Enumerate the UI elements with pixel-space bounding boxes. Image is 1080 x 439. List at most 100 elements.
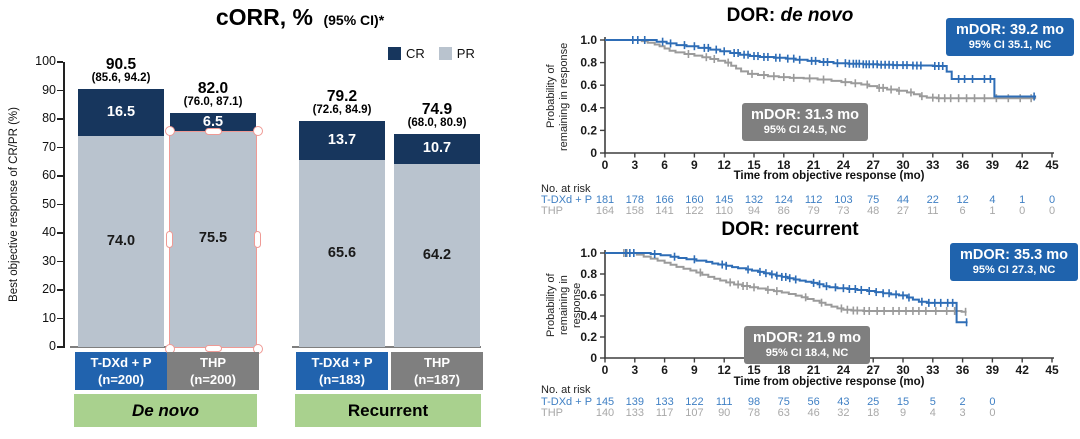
selection-handle[interactable] <box>252 126 263 137</box>
bar-y-tick-label: 70 <box>42 139 56 154</box>
bar-total-label: 90.5 <box>105 56 137 74</box>
km-y-tick-label: 0.6 <box>580 78 597 92</box>
risk-value: 11 <box>927 205 939 217</box>
risk-value: 3 <box>959 407 966 419</box>
km-x-tick-label: 21 <box>807 158 821 172</box>
km-x-tick-label: 12 <box>718 363 732 377</box>
km-y-tick-label: 0.4 <box>580 101 597 115</box>
bar-arm-box: T-DXd + P (n=200) <box>75 352 167 390</box>
bar-pr-segment <box>78 136 164 347</box>
bar-arm-n: (n=187) <box>414 372 460 387</box>
risk-value: 158 <box>625 205 644 217</box>
risk-value: 139 <box>625 396 644 408</box>
risk-value: 103 <box>834 194 853 206</box>
selection-handle[interactable] <box>254 231 261 249</box>
legend-cr-label: CR <box>406 46 425 61</box>
bar-y-tick <box>57 175 63 177</box>
km-y-tick-label: 1.0 <box>580 33 597 47</box>
km-x-tick-label: 15 <box>747 363 761 377</box>
mdor-denovo-tdxd-ci: 95% CI 35.1, NC <box>968 39 1052 51</box>
km-denovo-risk-row-tdxd-label: T-DXd + P <box>541 194 593 206</box>
mdor-recurrent-thp-ci: 95% CI 18.4, NC <box>765 347 849 359</box>
mdor-annotation-denovo-thp: mDOR: 31.3 mo 95% CI 24.5, NC <box>742 103 868 141</box>
km-x-tick-label: 39 <box>986 363 1000 377</box>
km-denovo-plot: 0 3 6 9 12 15 18 21 24 27 30 33 36 39 42 4500.20.40.60.… <box>580 33 1059 172</box>
km-x-tick-label: 27 <box>867 363 881 377</box>
bar-total-label: 74.9 <box>421 100 453 118</box>
bar-cr-value-label: 10.7 <box>422 139 452 156</box>
bar-total-label: 82.0 <box>197 80 229 98</box>
risk-value: 0 <box>1048 194 1056 206</box>
km-x-tick-label: 3 <box>631 363 638 377</box>
bar-y-tick-label: 60 <box>42 168 56 182</box>
risk-value: 90 <box>718 407 731 419</box>
selection-handle[interactable] <box>166 231 173 249</box>
risk-value: 86 <box>777 205 790 217</box>
risk-value: 181 <box>595 194 615 206</box>
bar-cr-value-label: 6.5 <box>202 113 224 130</box>
risk-value: 2 <box>959 396 966 408</box>
selection-handle[interactable] <box>205 127 222 135</box>
risk-value: 48 <box>867 205 880 217</box>
bar-cr-segment <box>170 113 256 132</box>
bar-chart-title: cORR, % (95% CI)* <box>60 4 540 31</box>
risk-value: 25 <box>867 396 880 408</box>
km-denovo-risk-table-label: No. at risk <box>541 183 591 195</box>
risk-value: 78 <box>747 407 761 419</box>
bar-ci-label: (85.6, 94.2) <box>91 72 151 85</box>
risk-value: 27 <box>896 205 910 217</box>
risk-value: 110 <box>715 205 733 217</box>
bar-cr-segment <box>78 89 164 137</box>
km-x-tick-label: 39 <box>986 158 1000 172</box>
risk-value: 73 <box>837 205 850 217</box>
selection-handle[interactable] <box>205 345 222 352</box>
km-denovo-title-emphasis: de novo <box>780 5 854 26</box>
bar-y-tick-label: 50 <box>42 196 56 211</box>
km-x-tick-label: 3 <box>631 158 638 172</box>
km-y-tick-label: 0 <box>590 146 597 160</box>
bar-pr-value-label: 65.6 <box>327 244 357 261</box>
risk-value: 79 <box>807 205 820 217</box>
km-recurrent-x-axis-label: Time from objective response (mo) <box>733 376 925 388</box>
km-y-tick-label: 0 <box>590 351 597 365</box>
mdor-recurrent-tdxd-ci: 95% CI 27.3, NC <box>972 264 1056 276</box>
bar-arm-box: THP (n=200) <box>167 352 259 390</box>
selection-handle[interactable] <box>164 126 175 137</box>
mdor-annotation-denovo-tdxd: mDOR: 39.2 mo 95% CI 35.1, NC <box>946 18 1074 56</box>
km-recurrent-title: DOR: recurrent <box>540 219 1040 241</box>
mdor-recurrent-thp-value: mDOR: 21.9 mo <box>753 330 861 346</box>
bar-arm-name: THP <box>200 355 226 370</box>
mdor-annotation-recurrent-thp: mDOR: 21.9 mo 95% CI 18.4, NC <box>744 326 870 364</box>
risk-value: 107 <box>685 407 704 419</box>
mdor-denovo-thp-ci: 95% CI 24.5, NC <box>763 124 847 136</box>
km-recurrent-title-emphasis: recurrent <box>775 219 859 240</box>
km-x-tick-label: 30 <box>896 158 910 172</box>
km-x-tick-label: 45 <box>1045 158 1059 172</box>
risk-value: 6 <box>959 205 966 217</box>
km-y-tick-label: 1.0 <box>580 246 597 260</box>
km-denovo-risk-row-thp-label: THP <box>541 205 563 217</box>
risk-value: 32 <box>837 407 850 419</box>
bar-pr-segment <box>299 160 385 347</box>
bar-arm-n: (n=200) <box>190 372 236 387</box>
risk-value: 63 <box>777 407 790 419</box>
risk-value: 18 <box>867 407 880 419</box>
bar-pr-segment[interactable] <box>170 131 256 347</box>
risk-value: 111 <box>715 396 733 408</box>
km-x-tick-label: 45 <box>1045 363 1059 377</box>
km-curve-thp <box>605 252 967 313</box>
risk-value: 44 <box>896 194 910 206</box>
bar-y-tick <box>57 317 63 320</box>
km-x-tick-label: 36 <box>956 158 970 172</box>
bar-arm-n: (n=183) <box>319 372 365 387</box>
risk-value: 0 <box>989 407 996 419</box>
km-y-tick-label: 0.8 <box>580 267 597 281</box>
bar-y-tick <box>57 118 63 120</box>
bar-arm-n: (n=200) <box>98 372 144 387</box>
km-y-tick-label: 0.2 <box>580 330 597 344</box>
bar-ci-label: (72.6, 84.9) <box>312 103 372 116</box>
bar-pr-value-label: 74.0 <box>106 232 136 249</box>
legend-cr-swatch <box>388 47 401 60</box>
km-x-tick-label: 24 <box>837 363 851 377</box>
